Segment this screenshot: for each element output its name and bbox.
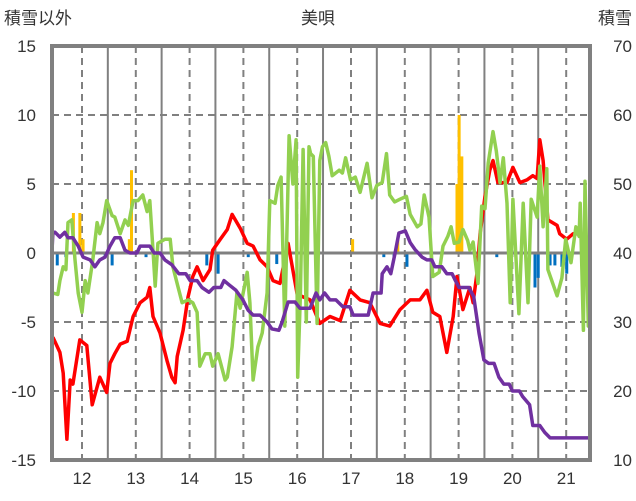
y-right-tick-label: 40 (613, 244, 632, 263)
bar (382, 253, 386, 258)
bar (110, 253, 114, 266)
x-tick-label: 21 (557, 469, 576, 488)
y-right-tick-label: 30 (613, 313, 632, 332)
bar (536, 253, 540, 278)
bar (127, 239, 131, 253)
y-left-tick-label: -5 (21, 313, 36, 332)
right-axis-label: 積雪 (598, 9, 632, 29)
bar (246, 253, 250, 258)
bar (457, 115, 461, 253)
x-tick-label: 14 (180, 469, 199, 488)
x-tick-label: 15 (234, 469, 253, 488)
series-line-1 (52, 129, 592, 382)
bar (78, 212, 82, 253)
x-tick-label: 13 (126, 469, 145, 488)
y-right-tick-label: 50 (613, 175, 632, 194)
bar (553, 253, 557, 266)
bar (565, 253, 569, 274)
bar (560, 253, 564, 267)
x-tick-label: 19 (449, 469, 468, 488)
y-left-tick-label: -15 (11, 451, 36, 470)
y-right-tick-label: 70 (613, 37, 632, 56)
bar (548, 253, 552, 266)
bar (460, 156, 464, 253)
x-tick-label: 16 (288, 469, 307, 488)
series-line-2 (50, 229, 590, 440)
chart-title: 美唄 (301, 9, 335, 29)
x-tick-label: 20 (503, 469, 522, 488)
bar (144, 253, 148, 258)
y-left-tick-label: 0 (27, 244, 36, 263)
bar (55, 253, 59, 266)
x-tick-label: 12 (73, 469, 92, 488)
left-axis-label: 積雪以外 (4, 9, 72, 29)
bar (533, 253, 537, 288)
x-tick-label: 18 (395, 469, 414, 488)
bar (495, 253, 499, 258)
series-line-0 (51, 138, 592, 442)
bar (351, 239, 355, 253)
bar (205, 253, 209, 266)
y-left-tick-label: -10 (11, 382, 36, 401)
plot-frame (50, 44, 592, 462)
y-right-tick-label: 10 (613, 451, 632, 470)
y-left-tick-label: 5 (27, 175, 36, 194)
bar (81, 239, 85, 253)
bar (275, 253, 279, 265)
y-left-tick-label: 10 (17, 106, 36, 125)
y-right-tick-label: 60 (613, 106, 632, 125)
bar (405, 253, 409, 267)
series-lines (50, 129, 592, 442)
bar (216, 253, 220, 274)
y-left-tick-label: 15 (17, 37, 36, 56)
x-tick-label: 17 (342, 469, 361, 488)
y-right-tick-label: 20 (613, 382, 632, 401)
bar (455, 184, 459, 253)
